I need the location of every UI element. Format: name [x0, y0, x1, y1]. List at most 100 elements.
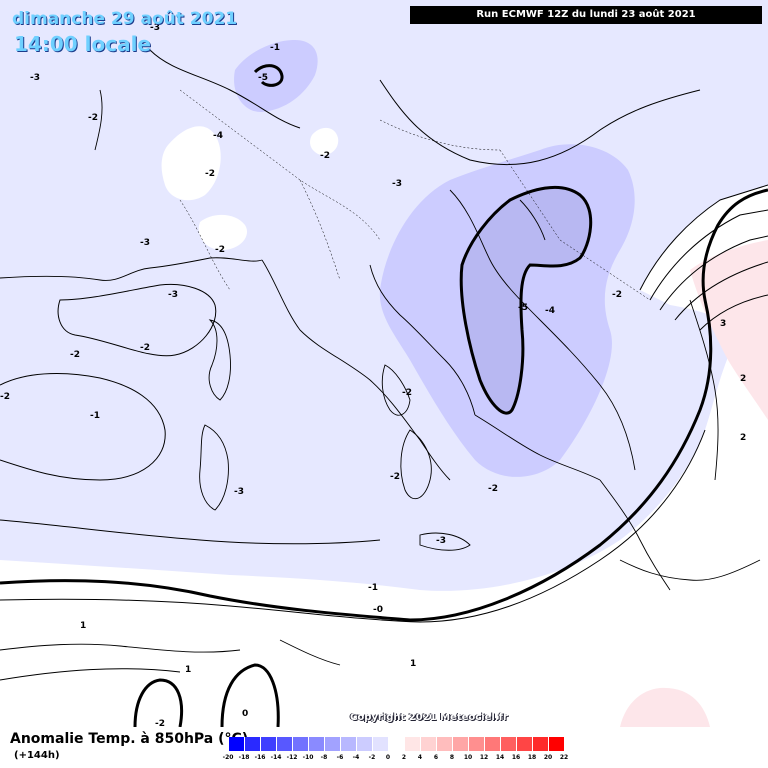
temperature-anomaly-map: -3 -2 -1 -4 -5 -2 -2 -3 -2 -3 -2 -3 -5 -…	[0, 0, 768, 727]
contour-label: -1	[368, 583, 378, 593]
contour-label: 1	[80, 621, 86, 631]
anomaly-zone-neutral-nw	[161, 126, 221, 201]
color-scale-swatch	[484, 737, 500, 751]
color-scale-tick: 0	[385, 754, 391, 761]
contour-label: -0	[373, 605, 383, 615]
anomaly-zone-neutral-south	[0, 300, 768, 727]
contour-label: -2	[320, 151, 330, 161]
anomaly-zone-minus4-north	[234, 40, 318, 113]
color-scale-swatch	[436, 737, 452, 751]
color-scale-swatch	[244, 737, 260, 751]
contour-label: -3	[392, 179, 402, 189]
coastlines	[0, 89, 761, 666]
color-scale-tick: -12	[286, 754, 298, 761]
color-scale-tick: 14	[495, 754, 505, 761]
anomaly-contour-minus5-north	[253, 64, 284, 87]
color-scale-tick: 16	[511, 754, 521, 761]
anomaly-zone-positive-east	[690, 240, 768, 420]
contour-label: -2	[390, 472, 400, 482]
contour-label: 0	[242, 709, 248, 719]
anomaly-zone-neutral-small-2	[198, 214, 248, 250]
color-scale-tick: -16	[254, 754, 266, 761]
borders	[179, 89, 651, 301]
contour-label: -2	[70, 350, 80, 360]
contour-label: -2	[88, 113, 98, 123]
anomaly-contour-zero-thick	[0, 188, 768, 622]
color-scale-swatch	[276, 737, 292, 751]
contour-label: -3	[140, 238, 150, 248]
contour-label: -4	[213, 131, 223, 141]
contour-label: 3	[720, 319, 726, 329]
anomaly-thin-contours	[0, 49, 768, 681]
contour-label: -2	[0, 392, 10, 402]
color-scale-swatch	[420, 737, 436, 751]
color-scale-swatch	[308, 737, 324, 751]
color-scale-tick: -20	[222, 754, 234, 761]
anomaly-contour-zero-south	[133, 678, 184, 727]
contour-label: 1	[410, 659, 416, 669]
contour-label: -2	[402, 388, 412, 398]
contour-label: 2	[740, 433, 746, 443]
legend-lead-time: (+144h)	[14, 750, 60, 761]
color-scale-swatch	[404, 737, 420, 751]
color-scale-swatch	[548, 737, 564, 751]
color-scale-swatch	[228, 737, 244, 751]
color-scale-tick: 18	[527, 754, 537, 761]
color-scale-tick: 12	[479, 754, 489, 761]
color-scale-swatch	[292, 737, 308, 751]
contour-label: -3	[234, 487, 244, 497]
color-scale-tick: -2	[368, 754, 376, 761]
contour-labels: -3 -2 -1 -4 -5 -2 -2 -3 -2 -3 -2 -3 -5 -…	[0, 23, 746, 727]
contour-label: -2	[140, 343, 150, 353]
contour-label: -2	[155, 719, 165, 727]
forecast-time: 14:00 locale	[14, 32, 151, 56]
contour-label: -3	[30, 73, 40, 83]
color-scale-swatch	[324, 737, 340, 751]
color-scale-tick: -18	[238, 754, 250, 761]
contour-label: 2	[740, 374, 746, 384]
color-scale-tick: 10	[463, 754, 473, 761]
contour-label: -1	[90, 411, 100, 421]
contour-label: -3	[168, 290, 178, 300]
color-scale-swatch	[260, 737, 276, 751]
color-scale-tick: -6	[336, 754, 344, 761]
copyright-label: Copyright 2021 Meteociel.fr	[350, 712, 508, 723]
contour-label: -3	[436, 536, 446, 546]
legend-title: Anomalie Temp. à 850hPa (°C)	[10, 731, 249, 747]
color-scale: -20 -18 -16 -14 -12 -10 -8 -6 -4 -2 0 2 4 6 8 10 12 14 16 1…	[223, 737, 568, 765]
contour-label: -2	[205, 169, 215, 179]
anomaly-zone-positive-south	[620, 687, 710, 727]
anomaly-zone-neutral-small-1	[310, 127, 339, 156]
contour-label: -2	[612, 290, 622, 300]
color-scale-tick: 22	[559, 754, 569, 761]
color-scale-swatch	[468, 737, 484, 751]
color-scale-swatch	[500, 737, 516, 751]
anomaly-contour-zero-south-2	[220, 663, 280, 727]
forecast-date: dimanche 29 août 2021	[12, 9, 238, 29]
color-scale-tick: 20	[543, 754, 553, 761]
contour-label: -2	[215, 245, 225, 255]
color-scale-swatch	[388, 737, 404, 751]
color-scale-tick: -4	[352, 754, 360, 761]
contour-label: -5	[258, 73, 268, 83]
color-scale-tick: -8	[320, 754, 328, 761]
model-run-label: Run ECMWF 12Z du lundi 23 août 2021	[410, 6, 762, 24]
color-scale-tick: 4	[417, 754, 423, 761]
contour-label: -5	[518, 303, 528, 313]
contour-label: -3	[150, 23, 160, 33]
contour-label: -2	[488, 484, 498, 494]
color-scale-tick: 2	[401, 754, 407, 761]
color-scale-swatch	[452, 737, 468, 751]
color-scale-tick: 6	[433, 754, 439, 761]
contour-label: -1	[270, 43, 280, 53]
color-scale-tick: -14	[270, 754, 282, 761]
anomaly-contour-minus5-thick	[459, 185, 593, 415]
color-scale-swatch	[356, 737, 372, 751]
contour-label: 1	[185, 665, 191, 675]
color-scale-swatch	[372, 737, 388, 751]
contour-label: -4	[545, 306, 555, 316]
color-scale-swatch	[340, 737, 356, 751]
anomaly-zone-minus6-core	[461, 187, 591, 414]
color-scale-swatch	[516, 737, 532, 751]
